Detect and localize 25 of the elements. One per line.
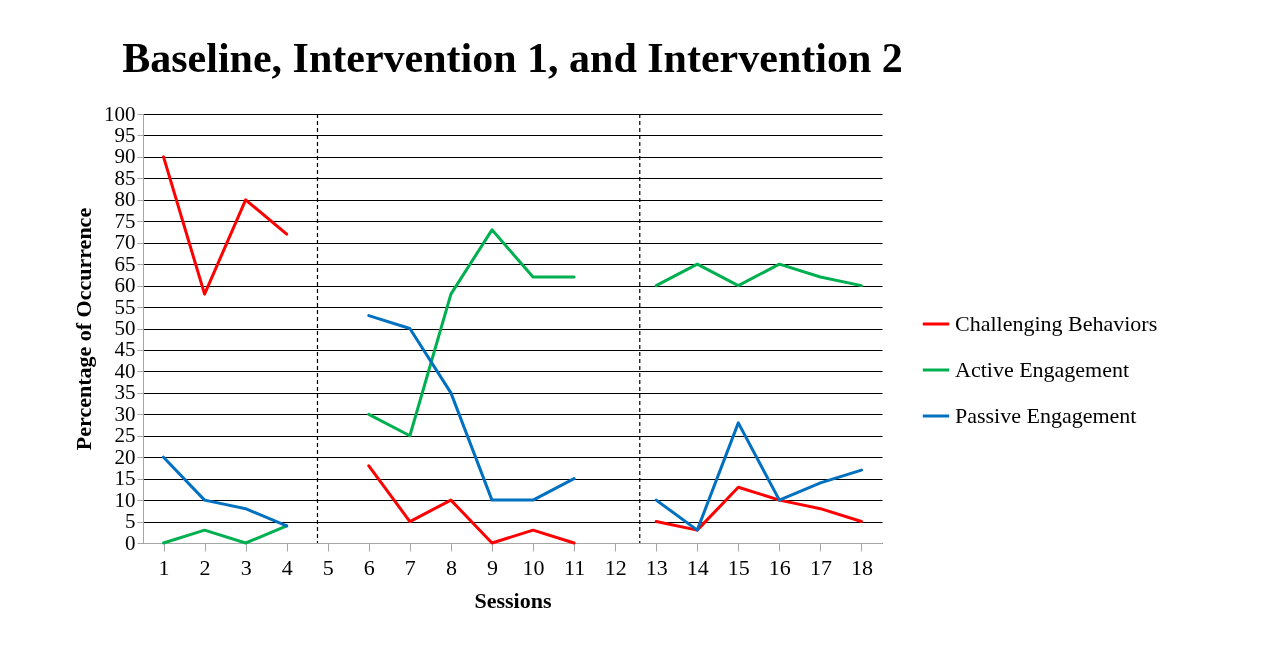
- x-tick-label: 7: [404, 554, 416, 580]
- legend-label: Active Engagement: [955, 357, 1130, 382]
- x-tick-label: 13: [645, 554, 668, 580]
- x-tick-label: 14: [686, 554, 709, 580]
- x-tick-label: 6: [363, 554, 375, 580]
- x-axis-title: Sessions: [474, 587, 552, 613]
- x-tick-label: 17: [809, 554, 832, 580]
- x-tick-label: 9: [486, 554, 498, 580]
- legend-label: Challenging Behaviors: [955, 311, 1158, 336]
- x-tick-label: 3: [240, 554, 252, 580]
- x-tick-label: 12: [604, 554, 627, 580]
- x-tick-label: 2: [199, 554, 211, 580]
- legend-label: Passive Engagement: [955, 403, 1137, 428]
- x-tick-label: 16: [768, 554, 791, 580]
- x-tick-label: 18: [850, 554, 873, 580]
- x-tick-label: 11: [563, 554, 586, 580]
- y-axis-title: Percentage of Occurrence: [71, 207, 96, 451]
- chart-title: Baseline, Intervention 1, and Intervention 2: [122, 35, 903, 81]
- x-tick-label: 10: [522, 554, 545, 580]
- x-tick-label: 5: [322, 554, 334, 580]
- x-tick-label: 1: [158, 554, 170, 580]
- y-tick-label: 50: [114, 316, 136, 340]
- x-tick-label: 8: [445, 554, 457, 580]
- x-tick-label: 15: [727, 554, 750, 580]
- x-tick-label: 4: [281, 554, 293, 580]
